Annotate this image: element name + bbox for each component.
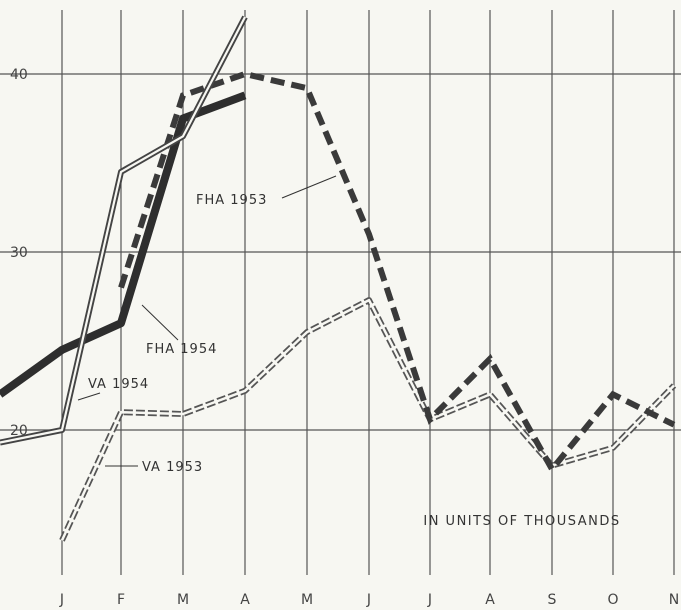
series-lines <box>0 15 677 542</box>
va-1953-line-inner <box>60 298 675 541</box>
fha-1954-label: FHA 1954 <box>146 342 217 357</box>
x-tick-label: M <box>301 592 313 608</box>
va-1954-line-inner <box>0 16 246 444</box>
va-1953-label: VA 1953 <box>142 460 203 475</box>
x-tick-label: N <box>669 592 679 608</box>
x-tick-label: S <box>548 592 557 608</box>
x-tick-label: A <box>485 592 495 608</box>
x-tick-label: A <box>240 592 250 608</box>
annotations: FHA 1953 FHA 1954 VA 1954 VA 1953 IN UNITS O… <box>77 175 620 529</box>
fha-1953-pointer <box>281 175 337 199</box>
fha-1953-line <box>118 70 676 475</box>
x-tick-label: J <box>427 592 432 608</box>
x-tick-label: J <box>366 592 371 608</box>
x-tick-label: M <box>177 592 189 608</box>
x-tick-label: F <box>117 592 125 608</box>
fha-1953-label: FHA 1953 <box>196 193 267 208</box>
x-tick-label: O <box>607 592 618 608</box>
fha-1954-line <box>0 91 247 398</box>
y-tick-label: 40 <box>10 67 28 83</box>
y-tick-label: 20 <box>10 423 28 439</box>
y-tick-label: 30 <box>10 245 28 261</box>
grid <box>0 10 681 575</box>
fha-1954-pointer <box>141 304 179 341</box>
va-1953-line-outline <box>59 297 677 542</box>
units-note: IN UNITS OF THOUSANDS <box>423 514 620 529</box>
x-tick-label: J <box>59 592 64 608</box>
va-1954-label: VA 1954 <box>88 377 149 392</box>
tick-labels: 20 30 40 J F M A M J J A S O N <box>10 67 679 608</box>
va-1954-pointer <box>77 392 101 401</box>
